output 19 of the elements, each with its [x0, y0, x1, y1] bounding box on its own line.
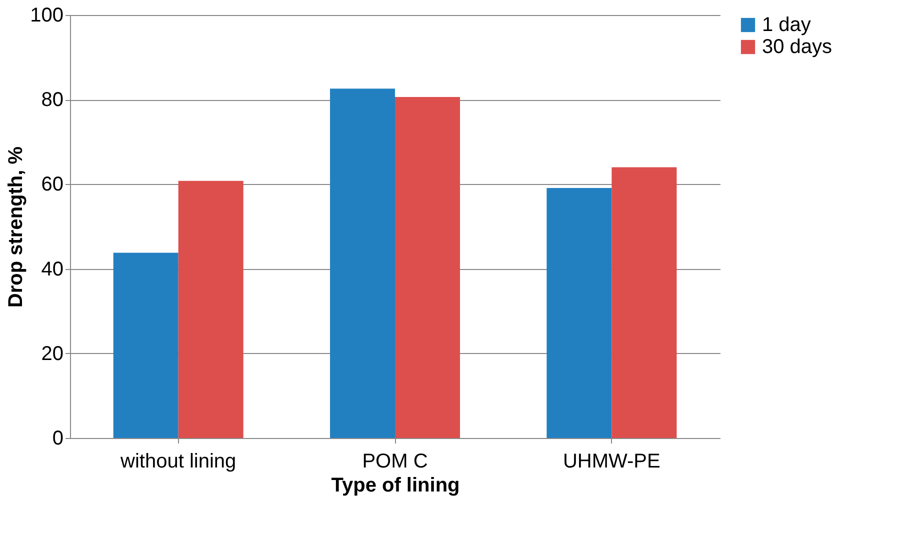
y-tick-label: 40 [41, 258, 64, 280]
y-tick-label: 80 [41, 89, 64, 112]
bar [330, 88, 395, 438]
x-tick-label: POM C [362, 450, 428, 472]
y-tick-label: 60 [41, 174, 64, 196]
bar [178, 180, 244, 438]
y-tick-label: 20 [41, 342, 64, 365]
x-tick-label: without lining [120, 450, 236, 472]
x-tick-label: UHMW-PE [562, 450, 660, 472]
bar [395, 97, 460, 438]
legend-label: 30 days [762, 36, 832, 58]
y-tick-label: 100 [30, 4, 64, 26]
y-axis-title: Drop strength, % [5, 146, 28, 308]
bar [546, 188, 612, 438]
legend-label: 1 day [762, 14, 811, 36]
bar [113, 252, 178, 438]
bar [612, 167, 677, 438]
x-axis-title: Type of lining [331, 474, 460, 496]
y-tick-label: 0 [52, 428, 64, 450]
